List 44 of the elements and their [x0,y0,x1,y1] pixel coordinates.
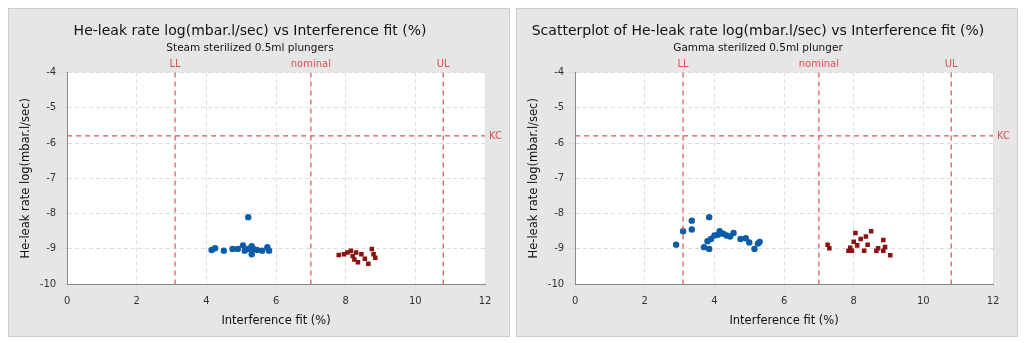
chart-subtitle: Gamma sterilized 0.5ml plunger [673,40,844,53]
y-tick-label: -5 [554,101,565,113]
y-tick-label: -10 [547,277,565,289]
ref-line-label: LL [677,57,690,69]
y-tick-label: -9 [46,242,57,254]
x-tick-label: 2 [133,294,140,306]
y-tick-label: -7 [554,171,565,183]
x-tick-label: 8 [850,294,857,306]
ref-line-label: nominal [290,57,332,69]
ref-line-label: LL [169,57,182,69]
y-tick-label: -8 [554,207,565,219]
ref-line-label: KC [489,129,503,141]
x-tick-label: 6 [780,294,788,306]
x-axis-title: Interference fit (%) [729,313,839,328]
x-tick-label: 4 [711,294,718,306]
y-tick-label: -6 [554,136,565,148]
x-tick-label: 10 [916,294,930,306]
y-tick-label: -8 [46,207,57,219]
x-tick-label: 10 [408,294,422,306]
ref-line-label: UL [436,57,451,69]
ref-line-label: KC [997,129,1011,141]
x-tick-label: 2 [641,294,648,306]
y-tick-label: -5 [46,101,57,113]
x-tick-label: 6 [272,294,280,306]
ref-line-label: UL [944,57,959,69]
y-tick-label: -10 [39,277,57,289]
x-tick-label: 12 [478,294,492,306]
y-tick-label: -4 [46,65,57,77]
chart-title: Scatterplot of He-leak rate log(mbar.l/sec) vs Interference fit (%) [531,22,985,39]
x-tick-label: 0 [63,294,71,306]
x-tick-label: 4 [203,294,210,306]
x-tick-label: 0 [571,294,579,306]
y-axis-title: He-leak rate log(mbar.l/sec) [17,98,32,259]
y-axis-title: He-leak rate log(mbar.l/sec) [525,98,540,259]
y-tick-label: -7 [46,171,57,183]
x-tick-label: 12 [986,294,1000,306]
y-tick-label: -6 [46,136,57,148]
y-tick-label: -9 [554,242,565,254]
y-tick-label: -4 [554,65,565,77]
x-tick-label: 8 [342,294,349,306]
x-axis-title: Interference fit (%) [221,313,331,328]
ref-line-label: nominal [798,57,840,69]
chart-subtitle: Steam sterilized 0.5ml plungers [166,40,334,53]
chart-title: He-leak rate log(mbar.l/sec) vs Interference fit (%) [73,22,427,39]
